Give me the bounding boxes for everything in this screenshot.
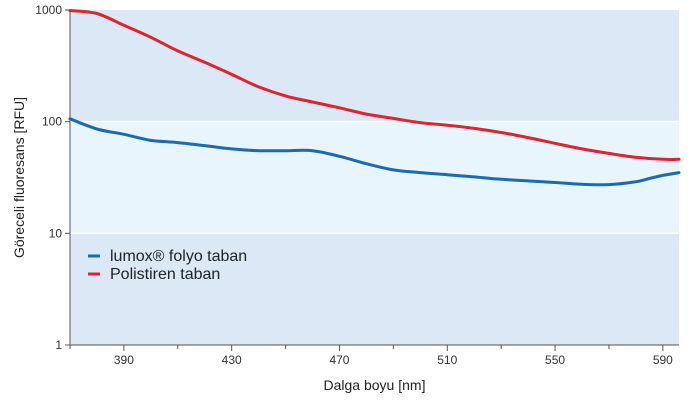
y-tick-label: 100	[42, 115, 62, 129]
plot-band	[70, 121, 679, 234]
x-tick-label: 590	[653, 353, 673, 367]
x-tick-label: 550	[545, 353, 565, 367]
plot-band	[70, 10, 679, 122]
y-ticks: 1 10 100 1000	[35, 3, 70, 352]
legend-label: Polistiren taban	[110, 266, 220, 283]
x-tick-label: 430	[222, 353, 242, 367]
x-axis-title: Dalga boyu [nm]	[324, 377, 426, 393]
series-line-1	[68, 117, 681, 187]
series-lines	[68, 9, 681, 187]
plot-background-bands	[70, 10, 679, 345]
x-tick-label: 470	[329, 353, 349, 367]
axes	[69, 10, 679, 346]
x-ticks: 390 430 470 510 550 590	[69, 345, 673, 367]
plot-band	[70, 233, 679, 345]
legend-label: lumox® folyo taban	[110, 248, 247, 265]
y-tick-label: 10	[49, 226, 63, 240]
y-tick-label: 1	[55, 338, 62, 352]
y-axis-title: Göreceli fluoresans [RFU]	[11, 97, 27, 258]
x-tick-label: 510	[437, 353, 457, 367]
y-tick-label: 1000	[35, 3, 62, 17]
x-tick-label: 390	[114, 353, 134, 367]
series-line-2	[68, 9, 681, 161]
